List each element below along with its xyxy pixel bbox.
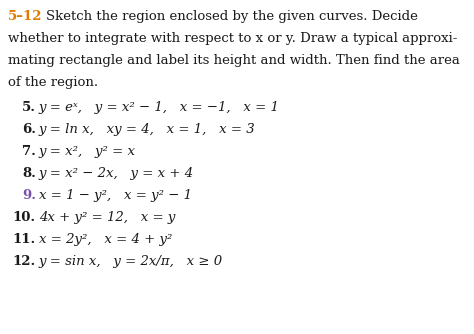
Text: y = x² − 2x,   y = x + 4: y = x² − 2x, y = x + 4	[39, 167, 194, 180]
Text: x = 2y²,   x = 4 + y²: x = 2y², x = 4 + y²	[39, 233, 173, 246]
Text: 6.: 6.	[22, 123, 36, 136]
Text: 10.: 10.	[13, 211, 36, 224]
Text: whether to integrate with respect to x or y. Draw a typical approxi-: whether to integrate with respect to x o…	[8, 32, 457, 45]
Text: y = sin x,   y = 2x/π,   x ≥ 0: y = sin x, y = 2x/π, x ≥ 0	[39, 255, 223, 268]
Text: 12.: 12.	[13, 255, 36, 268]
Text: 11.: 11.	[13, 233, 36, 246]
Text: y = ln x,   xy = 4,   x = 1,   x = 3: y = ln x, xy = 4, x = 1, x = 3	[39, 123, 255, 136]
Text: y = x²,   y² = x: y = x², y² = x	[39, 145, 136, 158]
Text: 5–12: 5–12	[8, 10, 43, 23]
Text: of the region.: of the region.	[8, 76, 98, 89]
Text: y = eˣ,   y = x² − 1,   x = −1,   x = 1: y = eˣ, y = x² − 1, x = −1, x = 1	[39, 101, 280, 114]
Text: x = 1 − y²,   x = y² − 1: x = 1 − y², x = y² − 1	[39, 189, 192, 202]
Text: 8.: 8.	[22, 167, 36, 180]
Text: 4x + y² = 12,   x = y: 4x + y² = 12, x = y	[39, 211, 175, 224]
Text: 7.: 7.	[22, 145, 36, 158]
Text: 9.: 9.	[22, 189, 36, 202]
Text: mating rectangle and label its height and width. Then find the area: mating rectangle and label its height an…	[8, 54, 460, 67]
Text: 5.: 5.	[22, 101, 36, 114]
Text: Sketch the region enclosed by the given curves. Decide: Sketch the region enclosed by the given …	[46, 10, 419, 23]
